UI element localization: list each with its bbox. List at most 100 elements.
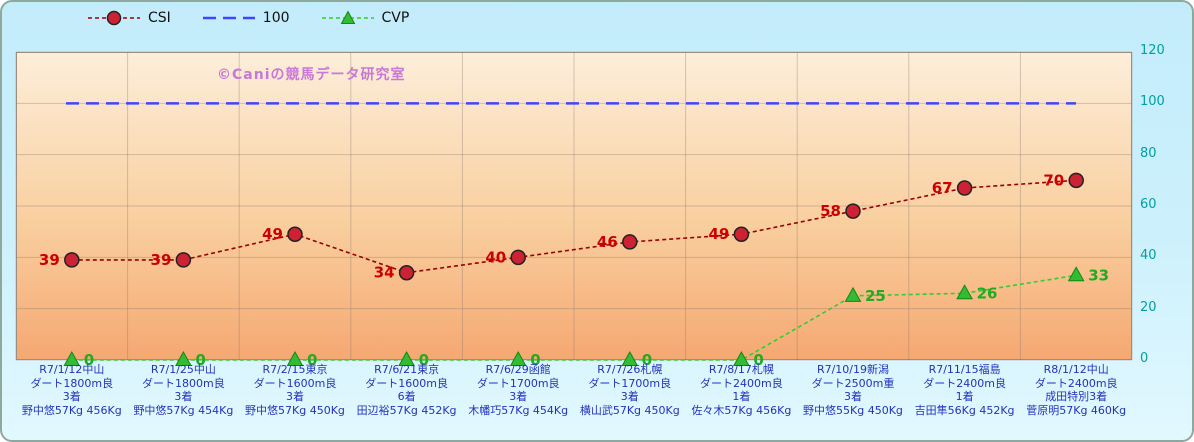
x-axis-label-line: R7/6/29函館 <box>485 363 551 376</box>
x-axis-label: R7/10/19新潟 ダート2500m重 3着 野中悠55Kg 450Kg <box>797 363 909 417</box>
legend: CSI 100 CVP <box>86 6 409 30</box>
x-axis-label-line: ダート1800m良 <box>30 376 114 390</box>
x-axis-label-line: 佐々木57Kg 456Kg <box>691 403 792 417</box>
marker-csi[interactable] <box>510 249 526 266</box>
x-axis-label-line: 3着 <box>174 390 193 403</box>
x-axis-label-line: 吉田隼56Kg 452Kg <box>914 403 1015 417</box>
x-axis-label-line: R7/11/15福島 <box>928 363 1001 376</box>
y-axis-tick: 0 <box>1140 351 1149 366</box>
marker-cvp[interactable] <box>286 350 304 366</box>
data-label-csi: 49 <box>262 225 283 243</box>
series-line-cvp <box>71 274 1077 361</box>
y-axis-tick: 100 <box>1140 94 1165 110</box>
x-axis-label-line: 3着 <box>620 390 639 403</box>
x-axis-label-line: 田辺裕57Kg 452Kg <box>356 403 457 417</box>
marker-csi[interactable] <box>64 252 80 268</box>
data-label-cvp: 26 <box>977 284 998 302</box>
x-axis-label-line: R7/6/21東京 <box>374 363 440 376</box>
x-axis-label-line: ダート1800m良 <box>142 376 225 390</box>
x-axis-label-line: R7/1/25中山 <box>150 363 216 376</box>
marker-csi[interactable] <box>1068 172 1084 189</box>
x-axis-label-line: 1着 <box>732 390 751 403</box>
x-axis-label-line: 6着 <box>397 390 416 403</box>
marker-cvp[interactable] <box>844 286 862 302</box>
data-label-csi: 39 <box>151 251 172 269</box>
data-label-csi: 67 <box>932 179 953 197</box>
x-axis-label-line: 成田特別3着 <box>1045 390 1108 403</box>
chart-canvas: 39 39 49 34 40 46 49 58 67 70 0 0 0 0 0 0 0 25 26 33 <box>15 51 1133 369</box>
x-axis-label-line: ダート2400m良 <box>700 376 783 390</box>
marker-csi[interactable] <box>733 226 750 242</box>
x-axis-label: R7/1/25中山 ダート1800m良 3着 野中悠57Kg 454Kg <box>128 363 240 417</box>
x-axis-label-line: ダート2400m良 <box>923 376 1006 390</box>
y-axis-tick: 40 <box>1140 248 1157 264</box>
marker-csi[interactable] <box>287 226 303 242</box>
legend-label-100: 100 <box>262 10 290 26</box>
x-axis-label-line: 1着 <box>955 390 974 403</box>
data-label-csi: 49 <box>709 225 730 243</box>
legend-item-cvp[interactable]: CVP <box>320 10 410 26</box>
x-axis-label: R7/11/15福島 ダート2400m良 1着 吉田隼56Kg 452Kg <box>909 363 1021 417</box>
data-label-csi: 40 <box>485 248 506 266</box>
x-axis-label-line: 野中悠57Kg 456Kg <box>21 403 122 417</box>
data-label-csi: 34 <box>374 264 395 282</box>
marker-cvp[interactable] <box>1067 266 1085 282</box>
cvp-line-swatch-icon <box>320 10 376 26</box>
data-label-cvp: 0 <box>530 351 540 369</box>
x-axis-label-line: ダート1600m良 <box>253 376 337 390</box>
x-axis-label-line: ダート1700m良 <box>476 376 560 390</box>
marker-csi[interactable] <box>956 180 973 196</box>
watermark: ©Caniの競馬データ研究室 <box>217 67 406 83</box>
x-axis-label: R7/6/21東京 ダート1600m良 6着 田辺裕57Kg 452Kg <box>351 363 463 417</box>
y-axis-tick: 120 <box>1140 43 1165 58</box>
data-label-csi: 58 <box>820 202 841 220</box>
x-axis-label-line: 3着 <box>509 390 528 403</box>
data-label-cvp: 0 <box>84 351 94 369</box>
data-label-cvp: 25 <box>865 287 886 305</box>
legend-label-cvp: CVP <box>381 10 410 26</box>
marker-csi[interactable] <box>175 252 192 268</box>
marker-cvp[interactable] <box>621 350 639 366</box>
marker-cvp[interactable] <box>733 350 750 366</box>
x-axis-label-line: 野中悠57Kg 454Kg <box>133 403 234 417</box>
x-axis-label: R7/8/17札幌 ダート2400m良 1着 佐々木57Kg 456Kg <box>686 363 798 417</box>
marker-csi[interactable] <box>845 203 861 219</box>
x-axis-label-line: R8/1/12中山 <box>1043 363 1109 376</box>
marker-cvp[interactable] <box>398 350 415 366</box>
data-label-cvp: 0 <box>195 351 205 369</box>
marker-cvp[interactable] <box>509 350 527 366</box>
x-axis-label-line: 横山武57Kg 450Kg <box>579 403 680 417</box>
legend-label-csi: CSI <box>148 10 171 26</box>
data-label-csi: 39 <box>39 251 60 269</box>
marker-csi[interactable] <box>398 264 415 281</box>
x-axis-label-line: R7/8/17札幌 <box>708 363 774 376</box>
y-axis-tick: 80 <box>1140 145 1157 161</box>
x-axis-label-line: 木幡巧57Kg 454Kg <box>468 403 569 417</box>
marker-cvp[interactable] <box>956 284 973 300</box>
hundred-line-swatch-icon <box>201 10 257 26</box>
x-axis-label-line: 菅原明57Kg 460Kg <box>1026 403 1127 417</box>
legend-item-100[interactable]: 100 <box>201 10 290 26</box>
x-axis-label-line: 3着 <box>285 390 304 403</box>
x-axis-label-line: R7/1/12中山 <box>39 363 105 376</box>
data-label-cvp: 0 <box>419 351 429 369</box>
data-label-csi: 46 <box>597 233 618 251</box>
x-axis-label-line: ダート1700m良 <box>588 376 672 390</box>
x-axis-label-line: 野中悠57Kg 450Kg <box>245 403 345 417</box>
x-axis-label: R7/1/12中山 ダート1800m良 3着 野中悠57Kg 456Kg <box>16 363 128 417</box>
marker-cvp[interactable] <box>63 350 81 366</box>
data-label-csi: 70 <box>1043 171 1064 189</box>
x-axis-label-line: ダート2500m重 <box>811 376 895 390</box>
x-axis-label-line: 3着 <box>843 390 862 403</box>
x-axis-label-line: R7/2/15東京 <box>262 363 328 376</box>
x-axis-label: R7/2/15東京 ダート1600m良 3着 野中悠57Kg 450Kg <box>239 363 351 417</box>
x-axis-label-line: 3着 <box>62 390 81 403</box>
legend-item-csi[interactable]: CSI <box>86 10 171 26</box>
csi-line-swatch-icon <box>86 10 142 26</box>
marker-cvp[interactable] <box>175 350 192 366</box>
x-axis-label: R7/7/26札幌 ダート1700m良 3着 横山武57Kg 450Kg <box>574 363 686 417</box>
x-axis-label-line: ダート2400m良 <box>1034 376 1118 390</box>
x-axis-label: R8/1/12中山 ダート2400m良 成田特別3着 菅原明57Kg 460Kg <box>1020 363 1132 417</box>
marker-csi[interactable] <box>622 234 638 250</box>
